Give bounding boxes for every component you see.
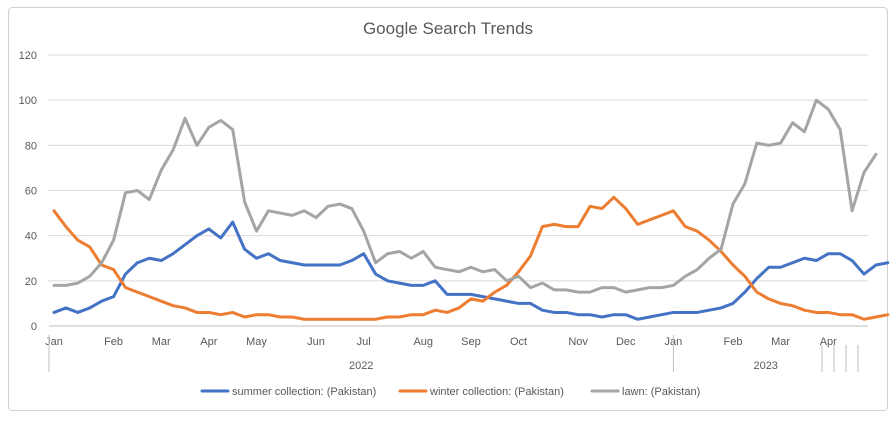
x-tick-label: Dec	[616, 336, 636, 348]
x-tick-label: Oct	[510, 336, 527, 348]
y-tick-label: 60	[25, 186, 37, 198]
x-axis: Jan Feb Mar Apr May Jun Jul Aug Sep Oct Nov Dec Jan F…	[45, 325, 868, 372]
x-tick-label: Jan	[45, 336, 63, 348]
y-axis: 0 20 40 60 80 100 120	[19, 50, 37, 333]
y-tick-label: 120	[19, 50, 37, 62]
x-tick-label: Aug	[413, 336, 433, 348]
legend-label: lawn: (Pakistan)	[622, 386, 700, 398]
x-tick-label: May	[246, 336, 267, 348]
legend-label: winter collection: (Pakistan)	[429, 386, 564, 398]
x-tick-label: Jul	[357, 336, 371, 348]
y-tick-label: 40	[25, 231, 37, 243]
chart-area-border[interactable]	[8, 7, 888, 411]
plot-area	[52, 98, 890, 321]
x-tick-label: Mar	[152, 336, 171, 348]
series-line-2	[52, 195, 890, 321]
series-line-1	[52, 220, 890, 321]
x-tick-label: Nov	[568, 336, 588, 348]
gridlines	[48, 54, 868, 282]
x-tick-label: Feb	[723, 336, 742, 348]
chart-title: Google Search Trends	[363, 19, 533, 38]
x-tick-label: Jun	[307, 336, 325, 348]
legend-label: summer collection: (Pakistan)	[232, 386, 376, 398]
x-tick-label: Apr	[200, 336, 217, 348]
x-tick-label: Apr	[820, 336, 837, 348]
x-tick-label: Mar	[771, 336, 790, 348]
y-tick-label: 100	[19, 95, 37, 107]
x-tick-label: Feb	[104, 336, 123, 348]
year-label: 2022	[349, 360, 373, 372]
y-tick-label: 20	[25, 276, 37, 288]
year-label: 2023	[753, 360, 777, 372]
legend: summer collection: (Pakistan) winter coll…	[200, 386, 700, 398]
y-tick-label: 0	[31, 321, 37, 333]
x-tick-label: Sep	[461, 336, 481, 348]
series-line-3	[52, 98, 878, 294]
y-tick-label: 80	[25, 140, 37, 152]
